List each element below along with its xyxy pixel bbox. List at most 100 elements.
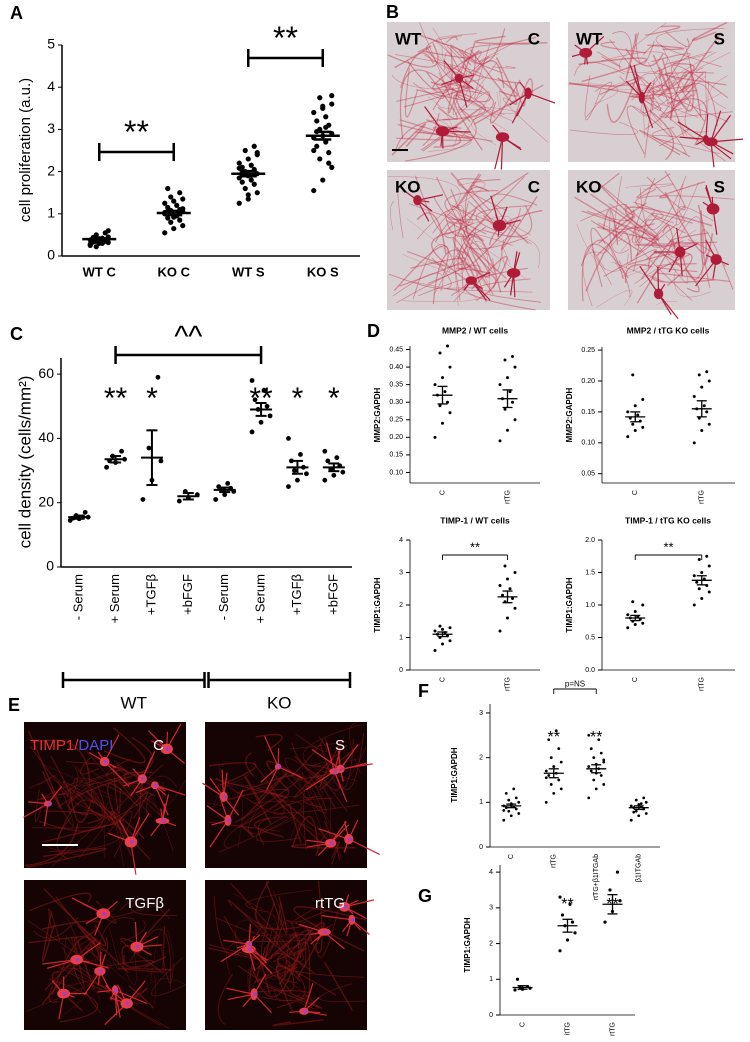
data-point [707, 564, 711, 568]
cell-body [465, 276, 477, 285]
nucleus [247, 941, 252, 947]
cell-process [43, 803, 49, 827]
tile-label: KO [576, 177, 602, 196]
data-point [626, 613, 630, 617]
data-point [552, 791, 556, 795]
fiber [576, 223, 639, 272]
x-tick-label: KO C [158, 264, 191, 279]
data-point [242, 185, 248, 192]
micrograph-background [205, 722, 367, 868]
subplot-title: MMP2 / WT cells [442, 325, 508, 335]
fiber [639, 175, 687, 231]
data-point [222, 492, 228, 498]
fiber [245, 889, 313, 913]
y-tick-label: 0 [479, 844, 483, 851]
data-point [236, 160, 242, 166]
fiber [497, 77, 518, 97]
data-point [225, 481, 231, 486]
y-axis-label: TIMP1:GAPDH [373, 577, 382, 632]
data-point [317, 156, 323, 162]
fiber [85, 790, 151, 860]
significance-mark: * [328, 382, 340, 415]
fiber [291, 897, 334, 924]
data-point [320, 103, 326, 109]
data-point [509, 814, 513, 818]
fiber [28, 935, 88, 944]
fiber [581, 210, 659, 241]
fiber [275, 965, 337, 996]
fiber [406, 46, 453, 94]
fiber [602, 209, 619, 246]
nucleus [302, 1009, 308, 1014]
y-tick-label: 60 [38, 365, 54, 381]
fiber [291, 815, 319, 849]
y-tick-label: 0.5 [585, 634, 595, 641]
fiber [319, 739, 354, 789]
fiber [620, 210, 656, 252]
fiber [661, 234, 686, 266]
fiber [458, 28, 506, 65]
y-tick-label: 0.20 [581, 378, 595, 385]
fiber [245, 752, 255, 777]
cell-process [248, 948, 273, 974]
fiber [112, 765, 121, 815]
fiber [302, 724, 362, 781]
y-tick-label: 3 [479, 710, 483, 717]
data-point [295, 477, 300, 483]
fiber [606, 76, 638, 123]
fiber [633, 201, 664, 221]
fiber [33, 917, 79, 939]
cell-body [413, 195, 422, 206]
y-tick-label: 0.10 [581, 440, 595, 447]
data-point [633, 428, 637, 432]
fiber [51, 970, 83, 1012]
panel-label: F [418, 681, 429, 701]
data-point [165, 215, 171, 221]
x-tick-label: +bFGF [180, 574, 195, 615]
fiber [255, 891, 282, 930]
cell-process [710, 114, 732, 143]
significance-mark: * [292, 382, 304, 415]
fiber [319, 983, 365, 1002]
data-point [615, 870, 620, 874]
cell-process [226, 987, 255, 995]
fiber [461, 238, 492, 290]
fiber [496, 89, 502, 116]
fiber [642, 44, 667, 56]
data-point [254, 150, 260, 156]
fiber [651, 213, 693, 234]
data-point [511, 597, 514, 600]
cell-process [695, 259, 717, 287]
fiber [281, 770, 327, 814]
data-point [323, 124, 329, 130]
data-point [705, 554, 709, 558]
significance-mark: ** [561, 896, 573, 913]
fiber [581, 243, 629, 302]
y-axis-label: TIMP1:GAPDH [463, 917, 472, 972]
fiber [331, 841, 340, 865]
data-point [177, 217, 183, 223]
fiber [669, 127, 687, 155]
fiber [481, 205, 533, 238]
fiber [69, 787, 93, 823]
fiber [580, 239, 624, 279]
data-point [707, 422, 711, 426]
fiber [456, 232, 491, 278]
fiber [227, 899, 272, 942]
cell-process [277, 766, 303, 779]
fiber [634, 33, 655, 65]
data-point [513, 988, 517, 992]
fiber [104, 727, 146, 764]
fiber [574, 83, 619, 105]
nucleus [153, 783, 159, 788]
fiber [580, 204, 627, 222]
data-point [700, 385, 704, 389]
nucleus [62, 991, 67, 996]
data-point [587, 796, 591, 800]
x-tick-label: - Serum [71, 574, 86, 620]
data-point [603, 920, 607, 924]
cell-body [674, 246, 686, 258]
fiber [214, 778, 288, 799]
data-point [707, 590, 711, 594]
fiber [659, 72, 715, 80]
